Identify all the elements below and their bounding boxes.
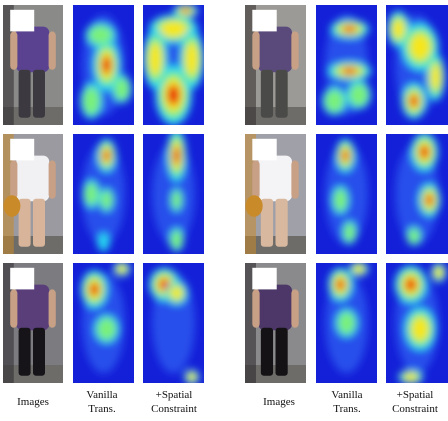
caption-vanilla-line1: Vanilla <box>331 389 363 401</box>
person-photo <box>245 263 306 383</box>
vanilla-attention-map <box>316 263 377 383</box>
caption-spatial-line2: Constraint <box>151 403 197 415</box>
caption-vanilla-right: Vanilla Trans. <box>316 388 378 416</box>
spatial-attention-map <box>386 263 448 383</box>
vanilla-attention-map <box>73 134 134 254</box>
spatial-attention-map <box>143 263 204 383</box>
caption-spatial-left: +Spatial Constraint <box>136 388 212 416</box>
person-photo <box>245 134 306 254</box>
caption-vanilla-line1: Vanilla <box>86 389 118 401</box>
caption-vanilla-line2: Trans. <box>333 403 361 415</box>
person-photo <box>3 134 63 254</box>
vanilla-attention-map <box>316 5 377 125</box>
caption-spatial-line2: Constraint <box>392 403 438 415</box>
spatial-attention-map <box>143 134 204 254</box>
caption-images-right: Images <box>244 395 314 409</box>
spatial-attention-map <box>386 134 448 254</box>
vanilla-attention-map <box>73 263 134 383</box>
spatial-attention-map <box>143 5 204 125</box>
spatial-attention-map <box>386 5 448 125</box>
person-photo <box>245 5 306 125</box>
caption-images-left: Images <box>2 395 64 409</box>
caption-spatial-line1: +Spatial <box>155 389 193 401</box>
vanilla-attention-map <box>73 5 134 125</box>
caption-spatial-right: +Spatial Constraint <box>382 388 448 416</box>
caption-images-text: Images <box>17 396 49 408</box>
person-photo <box>3 5 63 125</box>
caption-vanilla-line2: Trans. <box>88 403 116 415</box>
caption-images-text: Images <box>263 396 295 408</box>
person-photo <box>3 263 63 383</box>
caption-vanilla-left: Vanilla Trans. <box>72 388 132 416</box>
vanilla-attention-map <box>316 134 377 254</box>
caption-spatial-line1: +Spatial <box>396 389 434 401</box>
